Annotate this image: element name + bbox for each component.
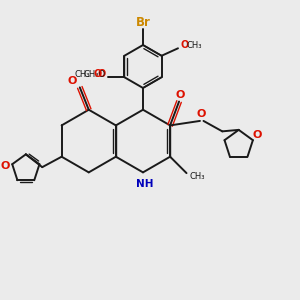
Text: CH₃: CH₃ — [186, 41, 202, 50]
Text: NH: NH — [136, 179, 153, 189]
Text: CH₃: CH₃ — [190, 172, 205, 181]
Text: CH₃O: CH₃O — [83, 70, 106, 79]
Text: O: O — [98, 69, 106, 79]
Text: O: O — [180, 40, 189, 50]
Text: Br: Br — [136, 16, 151, 28]
Text: CH₃: CH₃ — [74, 70, 89, 79]
Text: O: O — [68, 76, 77, 86]
Text: O: O — [176, 90, 185, 100]
Text: O: O — [93, 69, 102, 79]
Text: O: O — [1, 161, 10, 171]
Text: O: O — [253, 130, 262, 140]
Text: O: O — [197, 110, 206, 119]
